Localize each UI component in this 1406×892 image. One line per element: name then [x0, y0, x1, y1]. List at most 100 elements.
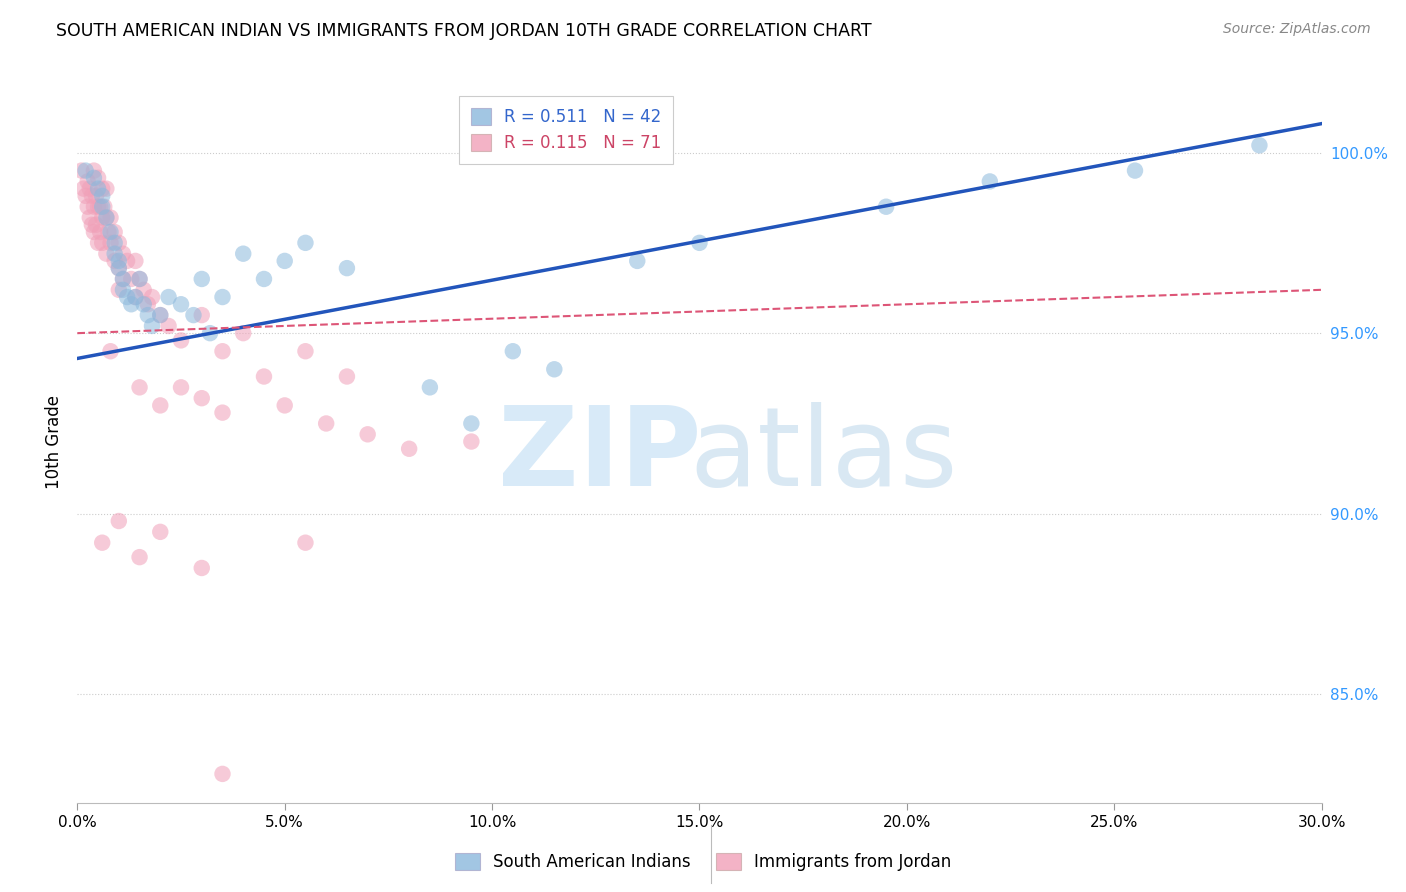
Point [70, 163, 93, 178]
Point [157, 290, 180, 304]
Point [190, 561, 214, 575]
Point [104, 254, 127, 268]
Point [87, 200, 110, 214]
Point [107, 283, 129, 297]
Point [87, 235, 110, 250]
Point [190, 391, 214, 405]
Point [115, 290, 138, 304]
Point [315, 417, 337, 431]
Point [336, 369, 359, 384]
Point [626, 254, 648, 268]
Point [124, 290, 146, 304]
Point [97, 225, 120, 239]
Point [104, 225, 127, 239]
Point [132, 297, 155, 311]
Point [83, 225, 105, 239]
Point [141, 290, 163, 304]
Point [107, 261, 129, 276]
Point [141, 318, 163, 333]
Point [253, 272, 276, 286]
Point [132, 283, 155, 297]
Point [124, 254, 146, 268]
Point [1123, 163, 1146, 178]
Point [87, 170, 110, 185]
Point [83, 170, 105, 185]
Point [107, 514, 129, 528]
Point [104, 246, 127, 260]
Point [96, 246, 118, 260]
Point [124, 290, 146, 304]
Point [107, 235, 129, 250]
Point [96, 182, 118, 196]
Text: SOUTH AMERICAN INDIAN VS IMMIGRANTS FROM JORDAN 10TH GRADE CORRELATION CHART: SOUTH AMERICAN INDIAN VS IMMIGRANTS FROM… [56, 22, 872, 40]
Point [79, 182, 101, 196]
Point [91, 200, 114, 214]
Point [232, 326, 254, 341]
Point [211, 767, 233, 781]
Point [120, 297, 142, 311]
Point [198, 326, 221, 341]
Point [190, 272, 214, 286]
Point [80, 218, 103, 232]
Point [79, 211, 101, 225]
Point [120, 272, 142, 286]
Point [232, 246, 254, 260]
Point [96, 211, 118, 225]
Point [87, 182, 110, 196]
Point [80, 189, 103, 203]
Point [104, 235, 127, 250]
Legend: R = 0.511   N = 42, R = 0.115   N = 71: R = 0.511 N = 42, R = 0.115 N = 71 [458, 95, 673, 164]
Point [419, 380, 441, 394]
Point [294, 235, 316, 250]
Point [398, 442, 420, 456]
Point [149, 308, 172, 322]
Point [170, 297, 193, 311]
Point [75, 189, 97, 203]
Point [875, 200, 897, 214]
Point [111, 272, 134, 286]
Point [93, 200, 115, 214]
Point [357, 427, 380, 442]
Point [84, 218, 107, 232]
Point [128, 550, 150, 565]
Point [91, 189, 114, 203]
Y-axis label: 10th Grade: 10th Grade [45, 394, 63, 489]
Point [170, 380, 193, 394]
Point [100, 225, 122, 239]
Point [211, 406, 233, 420]
Point [91, 211, 114, 225]
Point [111, 283, 134, 297]
Text: Source: ZipAtlas.com: Source: ZipAtlas.com [1223, 22, 1371, 37]
Point [136, 308, 159, 322]
Point [111, 272, 134, 286]
Point [115, 254, 138, 268]
Point [149, 524, 172, 539]
Point [91, 182, 114, 196]
Point [128, 272, 150, 286]
Point [336, 261, 359, 276]
Point [100, 344, 122, 359]
Point [190, 308, 214, 322]
Legend: South American Indians, Immigrants from Jordan: South American Indians, Immigrants from … [446, 845, 960, 880]
Point [460, 434, 482, 449]
Point [89, 225, 111, 239]
Point [183, 308, 205, 322]
Point [273, 814, 295, 828]
Point [979, 174, 1001, 188]
Point [149, 308, 172, 322]
Point [100, 211, 122, 225]
Point [294, 344, 316, 359]
Point [89, 200, 111, 214]
Point [128, 380, 150, 394]
Point [76, 174, 98, 188]
Point [96, 211, 118, 225]
Point [72, 182, 94, 196]
Point [211, 344, 233, 359]
Point [84, 189, 107, 203]
Point [1249, 138, 1271, 153]
Point [294, 535, 316, 549]
Point [91, 535, 114, 549]
Point [91, 235, 114, 250]
Point [83, 200, 105, 214]
Point [543, 362, 565, 376]
